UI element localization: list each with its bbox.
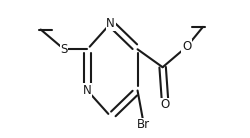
Text: N: N — [106, 17, 115, 30]
Text: N: N — [83, 84, 92, 97]
Text: S: S — [60, 43, 68, 56]
Text: Br: Br — [137, 118, 150, 131]
Text: O: O — [161, 98, 170, 111]
Text: O: O — [182, 40, 192, 53]
